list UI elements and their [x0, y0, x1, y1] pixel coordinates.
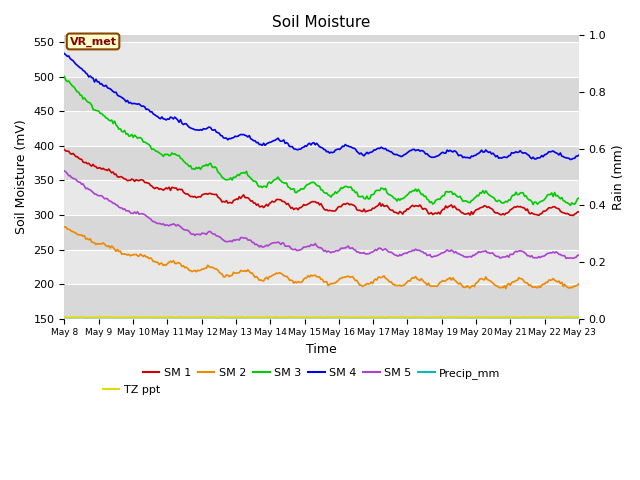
- Bar: [65, 42, 579, 77]
- Text: VR_met: VR_met: [70, 36, 116, 47]
- Bar: [65, 146, 579, 180]
- Bar: [65, 284, 579, 319]
- X-axis label: Time: Time: [307, 343, 337, 356]
- Bar: [65, 250, 579, 284]
- Bar: [65, 77, 579, 111]
- Y-axis label: Rain (mm): Rain (mm): [612, 144, 625, 210]
- Legend: TZ ppt: TZ ppt: [98, 381, 164, 400]
- Y-axis label: Soil Moisture (mV): Soil Moisture (mV): [15, 120, 28, 234]
- Bar: [65, 215, 579, 250]
- Bar: [65, 180, 579, 215]
- Bar: [65, 111, 579, 146]
- Title: Soil Moisture: Soil Moisture: [273, 15, 371, 30]
